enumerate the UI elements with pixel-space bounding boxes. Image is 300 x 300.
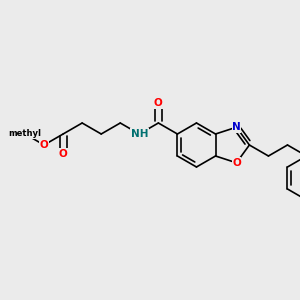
Text: O: O: [59, 149, 68, 159]
Text: NH: NH: [130, 129, 148, 139]
Text: methyl: methyl: [8, 130, 41, 139]
Text: N: N: [232, 122, 241, 132]
Text: O: O: [232, 158, 241, 168]
Text: O: O: [154, 98, 163, 108]
Text: O: O: [40, 140, 48, 150]
